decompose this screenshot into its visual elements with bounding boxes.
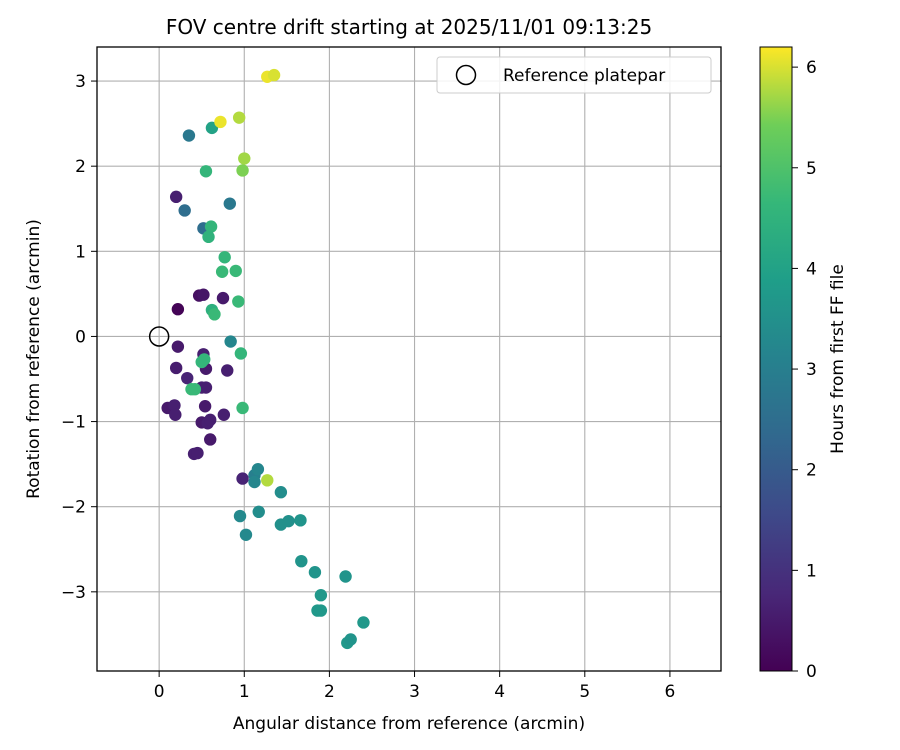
y-tick-label: −2 xyxy=(61,498,86,518)
legend: Reference platepar xyxy=(436,56,712,94)
colorbar-ticks: 0 1 2 3 4 5 6 xyxy=(792,58,817,682)
x-tick-label: 3 xyxy=(409,682,420,702)
data-point xyxy=(217,408,231,421)
y-tick-label: −3 xyxy=(61,583,86,603)
data-point xyxy=(202,230,215,244)
data-point xyxy=(239,528,253,541)
reference-platepar-marker xyxy=(148,326,170,347)
data-point xyxy=(282,514,295,528)
data-point xyxy=(357,616,370,629)
legend-marker-icon xyxy=(455,64,477,86)
data-point xyxy=(233,509,247,523)
x-tick-label: 1 xyxy=(239,682,250,702)
data-point xyxy=(204,220,218,233)
colorbar-tick-label: 4 xyxy=(806,259,817,279)
data-point xyxy=(197,288,210,301)
data-point xyxy=(171,302,185,316)
data-point xyxy=(181,371,194,385)
data-point xyxy=(178,204,191,217)
data-point xyxy=(169,190,183,204)
data-point xyxy=(236,164,249,177)
data-point xyxy=(232,295,245,308)
data-point xyxy=(188,383,202,396)
data-point xyxy=(198,400,212,413)
data-point xyxy=(314,604,328,617)
data-point xyxy=(294,514,307,527)
x-tick-label: 4 xyxy=(494,682,505,702)
colorbar-tick-label: 2 xyxy=(806,461,817,481)
data-point xyxy=(171,340,185,353)
data-point xyxy=(238,152,251,165)
data-point xyxy=(339,570,352,583)
data-point xyxy=(204,433,217,446)
colorbar-tick-label: 5 xyxy=(806,159,817,179)
data-point xyxy=(295,554,308,568)
data-point xyxy=(221,364,234,377)
data-point xyxy=(198,353,211,366)
plot-frame xyxy=(96,46,722,672)
x-axis-ticks: 0 1 2 3 4 5 6 xyxy=(154,671,676,702)
colorbar-tick-label: 1 xyxy=(806,561,817,581)
data-point xyxy=(218,251,231,264)
y-tick-label: 1 xyxy=(75,242,86,262)
colorbar-gradient xyxy=(759,46,793,672)
data-point xyxy=(208,308,221,321)
data-point xyxy=(236,472,249,485)
colorbar-tick-label: 3 xyxy=(806,360,817,380)
y-tick-label: −1 xyxy=(61,413,86,433)
data-point xyxy=(232,111,246,124)
data-point xyxy=(274,486,288,499)
data-point xyxy=(314,589,328,602)
data-point xyxy=(199,381,213,394)
data-point xyxy=(252,505,265,519)
y-axis-ticks: −3 −2 −1 0 1 2 3 xyxy=(61,72,97,603)
data-point xyxy=(267,68,281,82)
data-point xyxy=(191,446,204,460)
data-point xyxy=(261,474,274,487)
x-tick-label: 6 xyxy=(665,682,676,702)
x-axis-label: Angular distance from reference (arcmin) xyxy=(233,714,585,734)
x-tick-label: 0 xyxy=(154,682,165,702)
data-points xyxy=(161,68,370,650)
x-tick-label: 5 xyxy=(579,682,590,702)
data-point xyxy=(182,129,196,142)
data-point xyxy=(236,401,249,415)
data-point xyxy=(308,566,322,579)
data-point xyxy=(234,347,248,360)
y-tick-label: 0 xyxy=(75,327,86,347)
legend-label: Reference platepar xyxy=(503,66,665,86)
y-axis-label: Rotation from reference (arcmin) xyxy=(24,219,44,499)
colorbar-tick-label: 6 xyxy=(806,58,817,78)
colorbar-label: Hours from first FF file xyxy=(828,264,848,454)
x-tick-label: 2 xyxy=(324,682,335,702)
data-point xyxy=(169,408,182,421)
data-point xyxy=(169,361,183,375)
data-point xyxy=(204,413,217,427)
data-point xyxy=(214,115,227,129)
data-point xyxy=(168,399,181,412)
data-point xyxy=(224,335,237,348)
data-point xyxy=(248,475,261,489)
data-point xyxy=(199,165,213,178)
data-point xyxy=(215,265,229,278)
data-point xyxy=(216,291,230,305)
data-point xyxy=(223,197,237,210)
data-point xyxy=(229,264,242,278)
data-point xyxy=(251,463,265,476)
colorbar: 0 1 2 3 4 5 6 Hours from first FF file xyxy=(759,46,848,682)
y-tick-label: 2 xyxy=(75,157,86,177)
legend-box xyxy=(436,56,712,94)
y-tick-label: 3 xyxy=(75,72,86,92)
chart-title: FOV centre drift starting at 2025/11/01 … xyxy=(166,15,652,39)
colorbar-tick-label: 0 xyxy=(806,662,817,682)
data-point xyxy=(344,633,357,646)
